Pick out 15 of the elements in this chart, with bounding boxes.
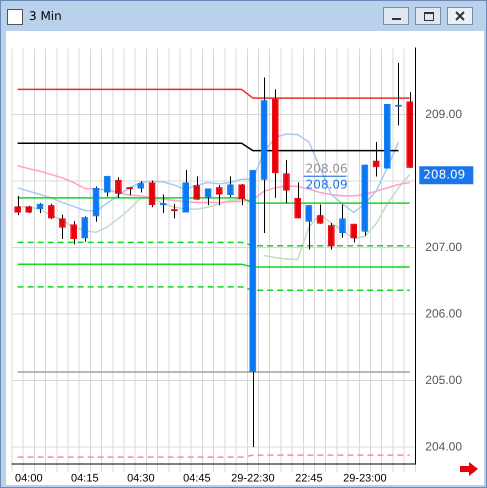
text: 208.09	[423, 167, 466, 182]
x-tick-label: 29-22:30	[231, 472, 275, 484]
x-tick-label: 04:30	[127, 472, 155, 484]
y-tick-label: 209.00	[425, 107, 462, 122]
chart-title: 3 Min	[29, 9, 62, 23]
ref-line-label: 208.09	[306, 177, 348, 192]
y-tick-label: 207.00	[425, 240, 462, 254]
x-tick-label: 04:15	[71, 472, 99, 484]
x-tick-label: 22:45	[295, 472, 323, 484]
x-tick-label: 29-23:00	[343, 472, 387, 484]
x-tick-label: 04:45	[183, 472, 211, 484]
x-tick-label: 04:00	[15, 472, 43, 484]
y-tick-label: 204.00	[425, 439, 462, 454]
y-tick-label: 205.00	[425, 372, 462, 387]
y-tick-label: 206.00	[425, 306, 462, 320]
